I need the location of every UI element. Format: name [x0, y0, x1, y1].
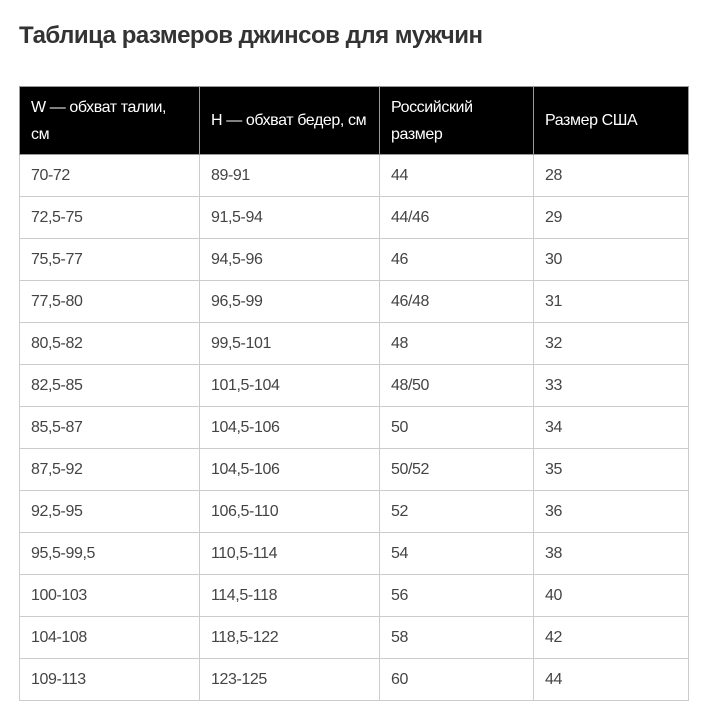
table-row: 95,5-99,5 110,5-114 54 38	[19, 532, 689, 575]
page-title: Таблица размеров джинсов для мужчин	[19, 22, 483, 49]
cell-us-size: 35	[533, 448, 689, 491]
cell-us-size: 34	[533, 406, 689, 449]
cell-russian-size: 44	[379, 154, 534, 197]
cell-us-size: 42	[533, 616, 689, 659]
cell-russian-size: 56	[379, 574, 534, 617]
cell-waist: 87,5-92	[19, 448, 200, 491]
table-row: 85,5-87 104,5-106 50 34	[19, 406, 689, 449]
cell-hips: 118,5-122	[199, 616, 380, 659]
cell-russian-size: 48/50	[379, 364, 534, 407]
cell-waist: 70-72	[19, 154, 200, 197]
cell-hips: 104,5-106	[199, 448, 380, 491]
cell-waist: 77,5-80	[19, 280, 200, 323]
cell-russian-size: 50	[379, 406, 534, 449]
cell-us-size: 33	[533, 364, 689, 407]
cell-waist: 82,5-85	[19, 364, 200, 407]
cell-waist: 80,5-82	[19, 322, 200, 365]
cell-waist: 92,5-95	[19, 490, 200, 533]
cell-waist: 100-103	[19, 574, 200, 617]
cell-russian-size: 58	[379, 616, 534, 659]
cell-hips: 106,5-110	[199, 490, 380, 533]
cell-hips: 96,5-99	[199, 280, 380, 323]
table-row: 100-103 114,5-118 56 40	[19, 574, 689, 617]
cell-russian-size: 52	[379, 490, 534, 533]
table-row: 75,5-77 94,5-96 46 30	[19, 238, 689, 281]
header-row: W — обхват талии, см H — обхват бедер, с…	[19, 86, 689, 155]
table-row: 109-113 123-125 60 44	[19, 658, 689, 701]
cell-hips: 91,5-94	[199, 196, 380, 239]
cell-hips: 114,5-118	[199, 574, 380, 617]
header-us-size: Размер США	[533, 86, 689, 155]
cell-waist: 95,5-99,5	[19, 532, 200, 575]
size-table: W — обхват талии, см H — обхват бедер, с…	[19, 86, 689, 701]
cell-hips: 110,5-114	[199, 532, 380, 575]
cell-waist: 75,5-77	[19, 238, 200, 281]
cell-hips: 94,5-96	[199, 238, 380, 281]
cell-us-size: 40	[533, 574, 689, 617]
cell-us-size: 38	[533, 532, 689, 575]
table-row: 72,5-75 91,5-94 44/46 29	[19, 196, 689, 239]
cell-hips: 101,5-104	[199, 364, 380, 407]
table-row: 82,5-85 101,5-104 48/50 33	[19, 364, 689, 407]
cell-us-size: 32	[533, 322, 689, 365]
cell-hips: 99,5-101	[199, 322, 380, 365]
header-hips: H — обхват бедер, см	[199, 86, 380, 155]
cell-us-size: 30	[533, 238, 689, 281]
cell-us-size: 44	[533, 658, 689, 701]
cell-hips: 104,5-106	[199, 406, 380, 449]
table-row: 104-108 118,5-122 58 42	[19, 616, 689, 659]
table-row: 87,5-92 104,5-106 50/52 35	[19, 448, 689, 491]
cell-russian-size: 44/46	[379, 196, 534, 239]
header-russian-size: Российский размер	[379, 86, 534, 155]
cell-us-size: 28	[533, 154, 689, 197]
cell-russian-size: 46	[379, 238, 534, 281]
cell-us-size: 31	[533, 280, 689, 323]
cell-waist: 104-108	[19, 616, 200, 659]
cell-hips: 89-91	[199, 154, 380, 197]
cell-waist: 85,5-87	[19, 406, 200, 449]
cell-us-size: 29	[533, 196, 689, 239]
cell-russian-size: 50/52	[379, 448, 534, 491]
table-row: 92,5-95 106,5-110 52 36	[19, 490, 689, 533]
header-waist: W — обхват талии, см	[19, 86, 200, 155]
cell-waist: 72,5-75	[19, 196, 200, 239]
cell-us-size: 36	[533, 490, 689, 533]
table-row: 70-72 89-91 44 28	[19, 154, 689, 197]
table-row: 80,5-82 99,5-101 48 32	[19, 322, 689, 365]
cell-russian-size: 48	[379, 322, 534, 365]
cell-russian-size: 46/48	[379, 280, 534, 323]
cell-waist: 109-113	[19, 658, 200, 701]
cell-hips: 123-125	[199, 658, 380, 701]
cell-russian-size: 60	[379, 658, 534, 701]
table-row: 77,5-80 96,5-99 46/48 31	[19, 280, 689, 323]
cell-russian-size: 54	[379, 532, 534, 575]
